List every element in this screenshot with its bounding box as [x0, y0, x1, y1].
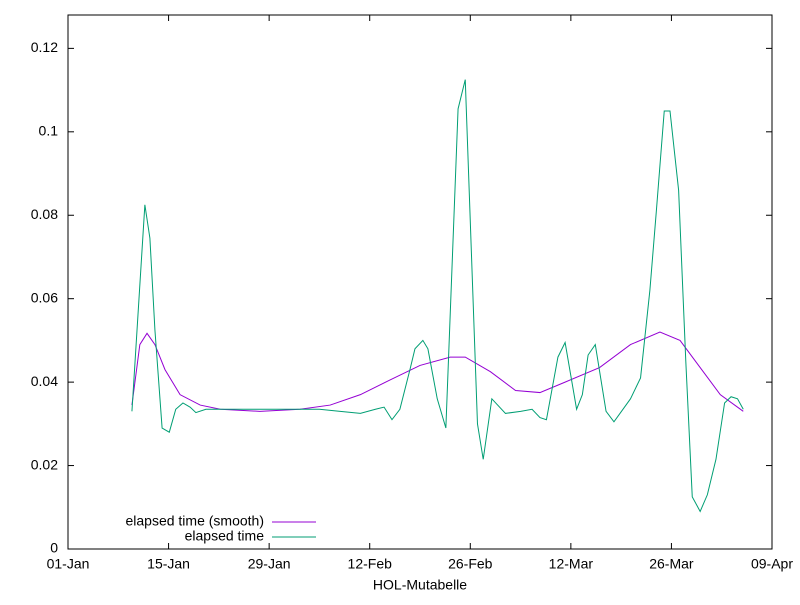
legend-label: elapsed time [185, 528, 265, 544]
x-tick-label: 12-Feb [348, 556, 393, 572]
y-tick-label: 0.08 [31, 206, 58, 222]
x-tick-label: 12-Mar [549, 556, 594, 572]
x-tick-label: 26-Feb [448, 556, 493, 572]
series-line [131, 331, 744, 412]
x-tick-label: 26-Mar [649, 556, 694, 572]
x-tick-label: 01-Jan [47, 556, 90, 572]
x-tick-label: 29-Jan [248, 556, 291, 572]
y-tick-label: 0 [50, 540, 58, 556]
y-tick-label: 0.04 [31, 373, 58, 389]
legend-label: elapsed time (smooth) [125, 513, 264, 529]
plot-border [67, 14, 773, 550]
x-tick-label: 09-Apr [751, 556, 793, 572]
y-tick-label: 0.1 [39, 123, 59, 139]
x-axis-label: HOL-Mutabelle [373, 577, 467, 593]
x-tick-label: 15-Jan [147, 556, 190, 572]
series-line [131, 79, 744, 513]
y-tick-label: 0.12 [31, 39, 58, 55]
y-tick-label: 0.02 [31, 456, 58, 472]
y-tick-label: 0.06 [31, 289, 58, 305]
